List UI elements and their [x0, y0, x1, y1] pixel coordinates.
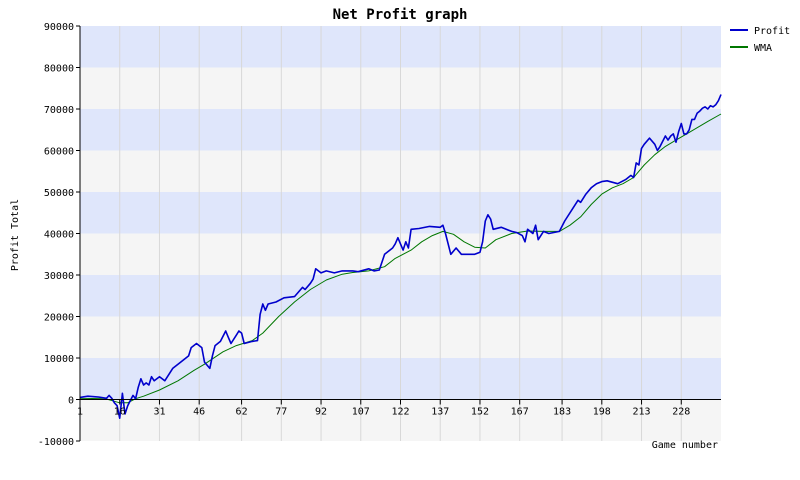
y-axis-label: Profit Total — [10, 199, 21, 271]
x-tick-label: 1 — [77, 407, 83, 418]
x-tick-label: 16 — [114, 407, 126, 418]
x-tick-label: 92 — [315, 407, 327, 418]
x-tick-label: 122 — [391, 407, 409, 418]
axes — [76, 25, 721, 442]
x-tick-label: 46 — [193, 407, 205, 418]
x-tick-label: 31 — [153, 407, 165, 418]
tick-labels: -10000 0 10000 20000 30000 40000 50000 60000 700… — [38, 22, 690, 448]
x-tick-label: 167 — [511, 407, 529, 418]
x-tick-label: 107 — [352, 407, 370, 418]
series-line-wma — [79, 113, 722, 404]
y-tick-label: 30000 — [44, 271, 74, 282]
legend-label-wma: WMA — [754, 43, 772, 54]
series-line-profit — [79, 94, 722, 420]
legend-label-profit: Profit — [754, 26, 790, 37]
x-tick-label: 62 — [236, 407, 248, 418]
x-tick-label: 137 — [431, 407, 449, 418]
y-tick-label: 80000 — [44, 64, 74, 75]
x-tick-label: 213 — [633, 407, 651, 418]
y-tick-label: 20000 — [44, 313, 74, 324]
y-tick-label: -10000 — [38, 437, 74, 448]
series-lines — [79, 94, 722, 420]
x-tick-label: 77 — [275, 407, 287, 418]
y-tick-label: 10000 — [44, 354, 74, 365]
y-tick-label: 40000 — [44, 230, 74, 241]
x-tick-label: 152 — [471, 407, 489, 418]
y-tick-label: 0 — [68, 396, 74, 407]
x-axis-label: Game number — [652, 440, 718, 451]
x-tick-label: 198 — [593, 407, 611, 418]
x-tick-label: 183 — [553, 407, 571, 418]
y-tick-label: 60000 — [44, 147, 74, 158]
y-tick-label: 90000 — [44, 22, 74, 33]
x-tick-label: 228 — [672, 407, 690, 418]
chart-title: Net Profit graph — [333, 7, 468, 23]
legend: Profit WMA — [730, 26, 790, 54]
y-tick-label: 50000 — [44, 188, 74, 199]
y-tick-label: 70000 — [44, 105, 74, 116]
